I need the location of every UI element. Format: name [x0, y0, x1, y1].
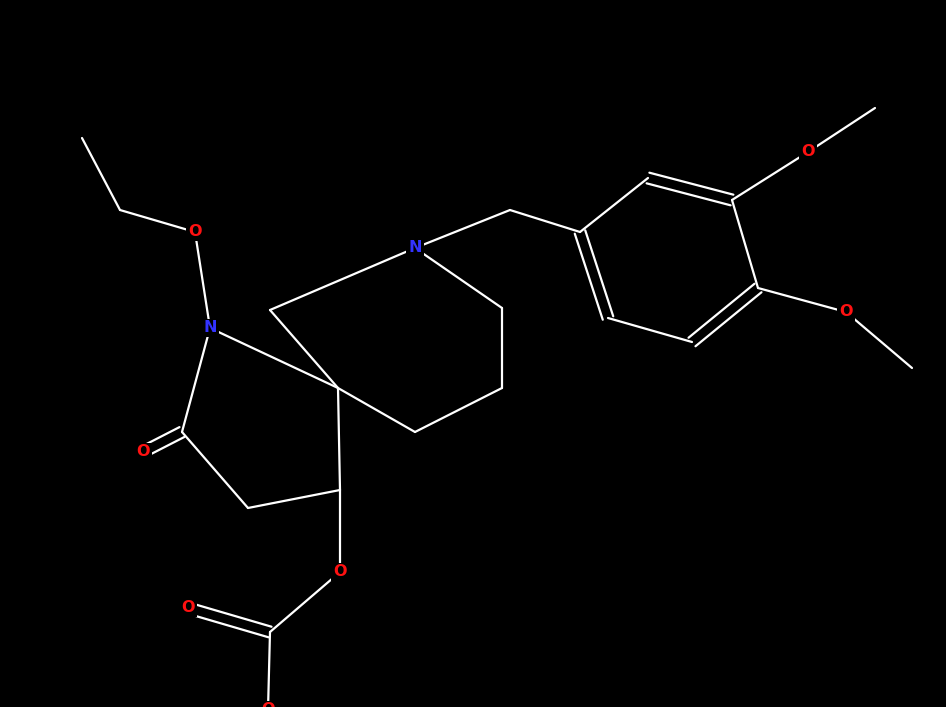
Text: O: O: [839, 305, 852, 320]
Text: N: N: [203, 320, 217, 336]
Text: O: O: [188, 225, 201, 240]
Text: O: O: [801, 144, 815, 160]
Text: O: O: [333, 564, 347, 580]
Text: O: O: [261, 703, 274, 707]
Text: O: O: [182, 600, 195, 616]
Text: N: N: [409, 240, 422, 255]
Text: O: O: [136, 445, 149, 460]
